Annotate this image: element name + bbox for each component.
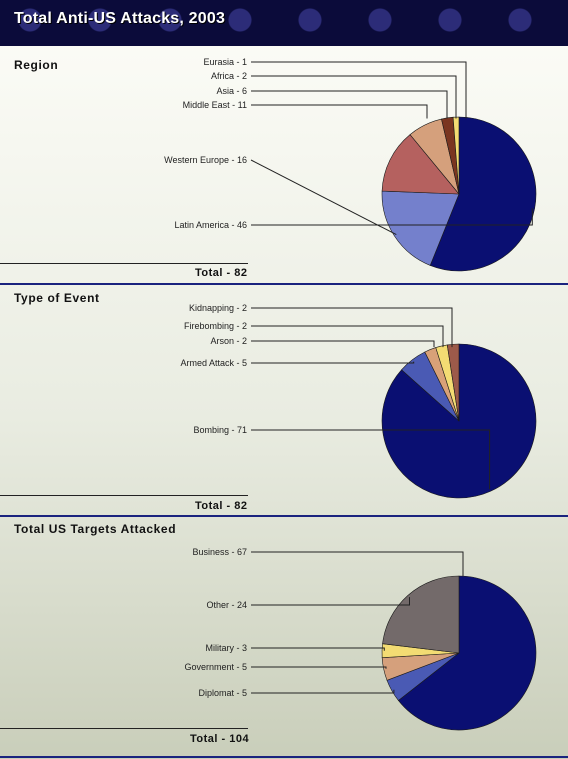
leader-line (251, 689, 395, 694)
header-banner: Total Anti-US Attacks, 2003 (0, 0, 568, 46)
slice-label: Firebombing - 2 (184, 321, 247, 331)
slice-label: Government - 5 (184, 662, 247, 672)
region-total: Total - 82 (195, 267, 248, 279)
total-rule (0, 263, 248, 264)
us-targets-total: Total - 104 (190, 733, 250, 745)
slice-label: Other - 24 (206, 600, 247, 610)
leader-line (251, 208, 533, 226)
slice-label: Military - 3 (205, 643, 247, 653)
slice-label: Business - 67 (192, 547, 247, 557)
section-heading-type-of-event: Type of Event (14, 291, 100, 305)
leader-line (251, 90, 448, 119)
leader-line (251, 647, 385, 651)
leader-line (251, 666, 387, 669)
leader-line (251, 307, 453, 348)
section-heading-region: Region (14, 58, 59, 72)
leader-line (251, 61, 467, 119)
section-heading-us-targets: Total US Targets Attacked (14, 522, 177, 536)
leader-line (251, 429, 491, 490)
slice-label: Africa - 2 (211, 71, 247, 81)
pie-slice (382, 575, 460, 654)
type-of-event-pie-chart: Kidnapping - 2 Firebombing - 2 Arson - 2 Ar… (180, 303, 537, 499)
slice-label: Armed Attack - 5 (180, 358, 247, 368)
leader-line (251, 325, 444, 348)
leader-line (251, 75, 457, 119)
total-rule (0, 728, 248, 729)
section-divider (0, 756, 568, 758)
pie-slice (446, 343, 460, 422)
pie-slice (381, 190, 460, 266)
slice-label: Bombing - 71 (193, 425, 247, 435)
page-title: Total Anti-US Attacks, 2003 (14, 10, 226, 27)
slice-label: Diplomat - 5 (198, 688, 247, 698)
leader-line (250, 159, 397, 236)
leader-line (251, 104, 428, 119)
slice-label: Latin America - 46 (174, 220, 247, 230)
leader-line (251, 551, 464, 576)
slice-label: Western Europe - 16 (164, 155, 247, 165)
section-divider (0, 515, 568, 517)
pie-slice (429, 116, 537, 272)
leader-line (251, 340, 435, 348)
total-rule (0, 495, 248, 496)
slice-label: Asia - 6 (216, 86, 247, 96)
pie-slice (397, 575, 537, 731)
pie-slice (381, 134, 460, 195)
slice-label: Kidnapping - 2 (189, 303, 247, 313)
leader-line (251, 597, 410, 606)
section-divider (0, 283, 568, 285)
slice-label: Middle East - 11 (183, 100, 247, 110)
type-of-event-total: Total - 82 (195, 500, 248, 512)
slice-label: Eurasia - 1 (203, 57, 247, 67)
slice-label: Arson - 2 (210, 336, 247, 346)
region-pie-chart: Eurasia - 1 Africa - 2 Asia - 6 Middle East… (164, 57, 537, 272)
leader-line (251, 361, 415, 364)
